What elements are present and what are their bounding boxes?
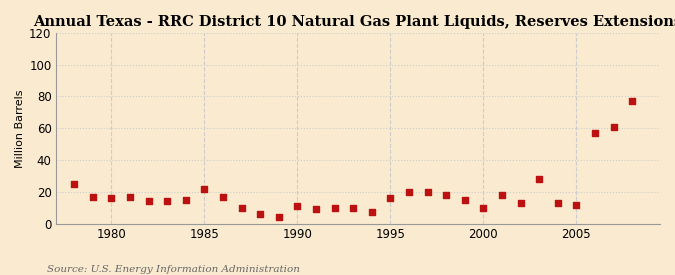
- Point: [329, 205, 340, 210]
- Point: [515, 201, 526, 205]
- Point: [367, 210, 377, 215]
- Point: [106, 196, 117, 200]
- Point: [589, 131, 600, 135]
- Title: Annual Texas - RRC District 10 Natural Gas Plant Liquids, Reserves Extensions: Annual Texas - RRC District 10 Natural G…: [33, 15, 675, 29]
- Point: [608, 125, 619, 129]
- Point: [199, 186, 210, 191]
- Point: [552, 201, 563, 205]
- Point: [162, 199, 173, 204]
- Point: [217, 194, 228, 199]
- Point: [385, 196, 396, 200]
- Point: [422, 189, 433, 194]
- Point: [534, 177, 545, 181]
- Point: [626, 99, 637, 103]
- Point: [292, 204, 303, 208]
- Point: [125, 194, 136, 199]
- Point: [69, 182, 80, 186]
- Point: [273, 215, 284, 219]
- Point: [180, 197, 191, 202]
- Point: [255, 212, 266, 216]
- Point: [236, 205, 247, 210]
- Y-axis label: Million Barrels: Million Barrels: [15, 89, 25, 167]
- Point: [460, 197, 470, 202]
- Point: [497, 193, 508, 197]
- Point: [478, 205, 489, 210]
- Point: [310, 207, 321, 211]
- Point: [143, 199, 154, 204]
- Point: [571, 202, 582, 207]
- Point: [348, 205, 358, 210]
- Point: [88, 194, 99, 199]
- Point: [404, 189, 414, 194]
- Point: [441, 193, 452, 197]
- Text: Source: U.S. Energy Information Administration: Source: U.S. Energy Information Administ…: [47, 265, 300, 274]
